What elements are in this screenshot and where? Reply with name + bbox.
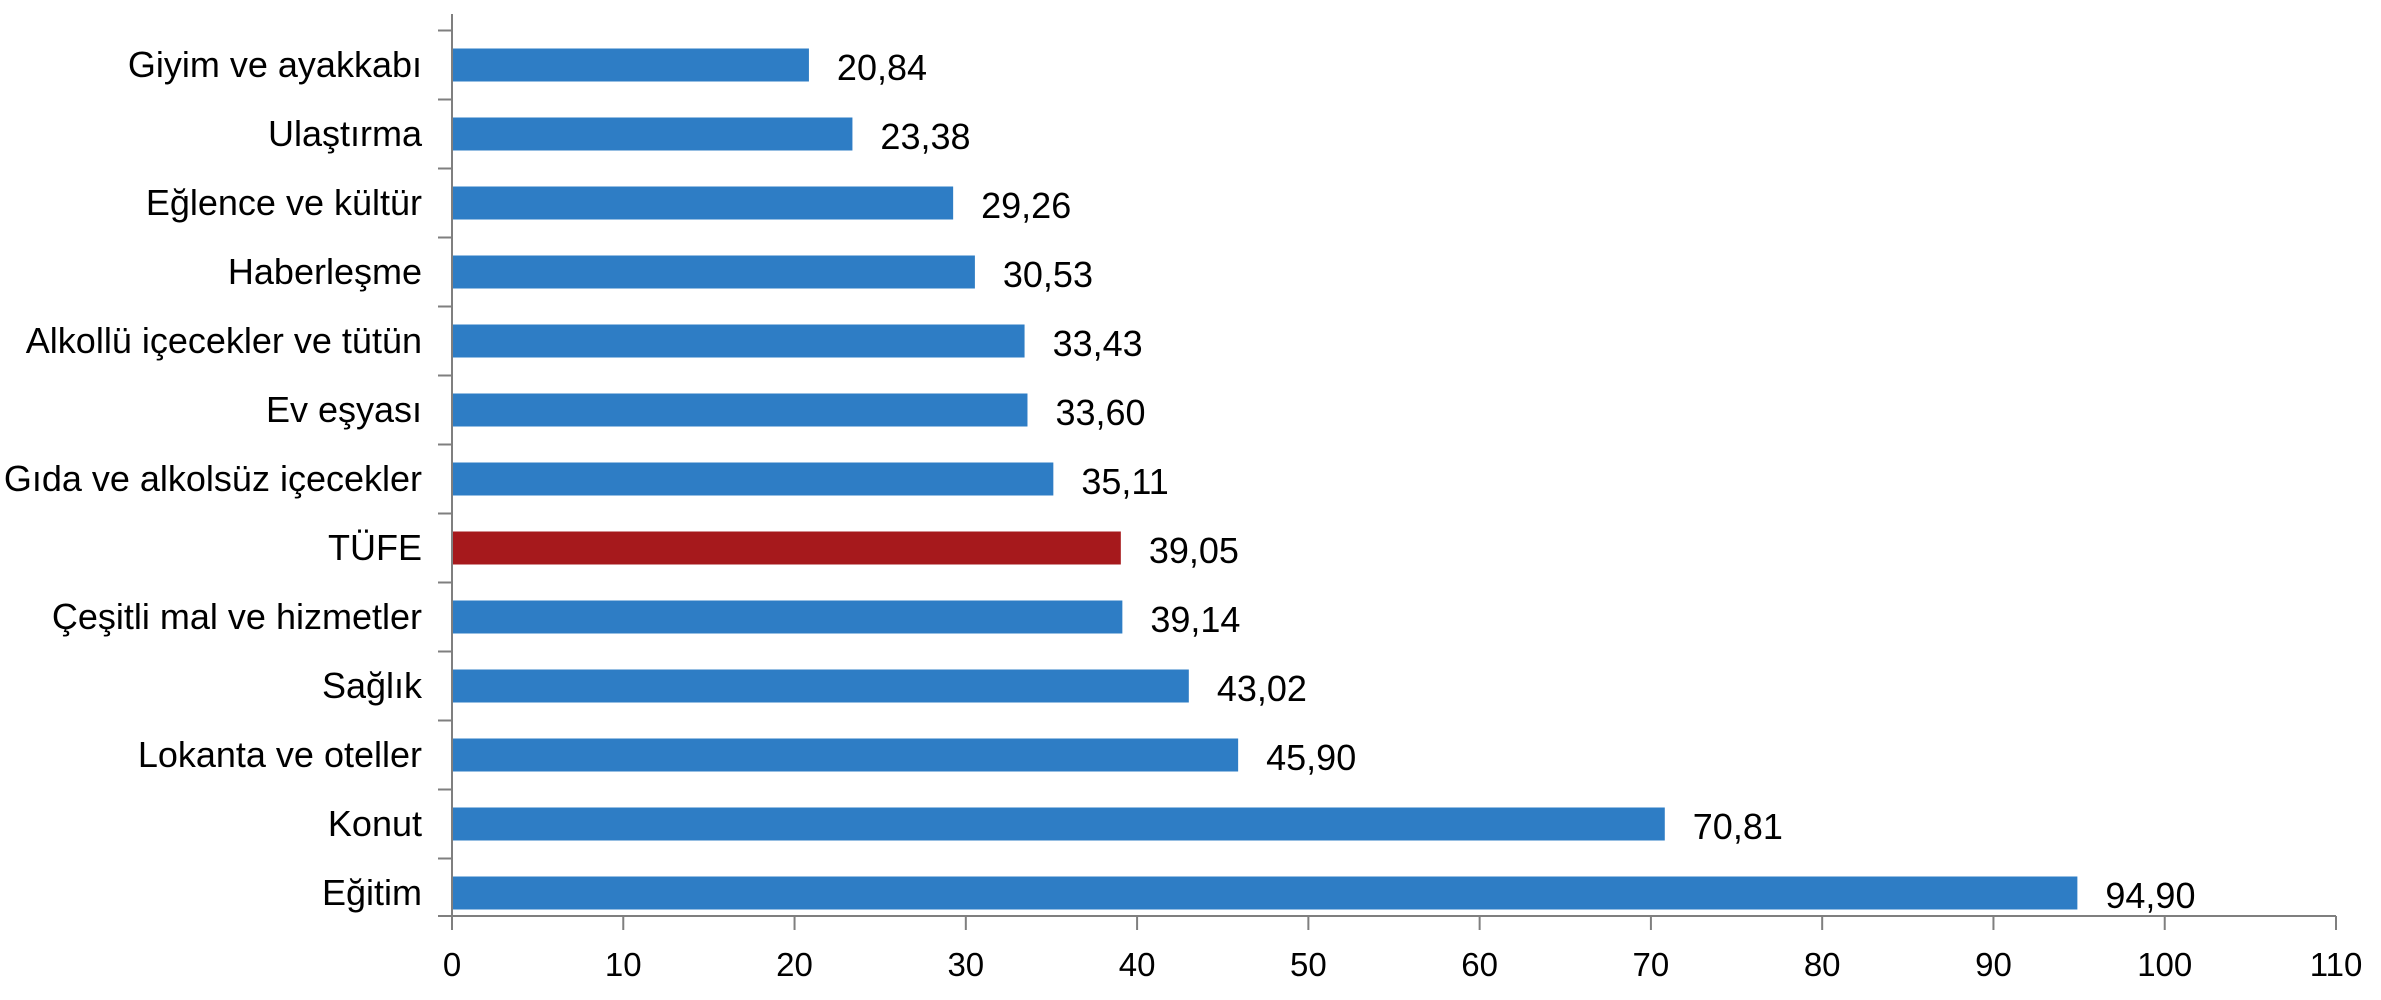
bar-0 [453,48,809,82]
x-tick-label-3: 30 [947,946,984,983]
bar-9 [453,669,1189,703]
x-tick-label-9: 90 [1975,946,2012,983]
category-label-3: Haberleşme [228,251,422,292]
value-label-4: 33,43 [1053,323,1143,364]
bars-layer [453,48,2078,910]
value-label-12: 94,90 [2105,875,2195,916]
category-label-7: TÜFE [328,527,422,568]
bar-8 [453,600,1123,634]
category-label-9: Sağlık [322,665,423,706]
bar-2 [453,186,954,220]
bar-7 [453,531,1121,565]
value-label-11: 70,81 [1693,806,1783,847]
x-tick-label-6: 60 [1461,946,1498,983]
value-label-3: 30,53 [1003,254,1093,295]
x-tick-label-8: 80 [1804,946,1841,983]
value-label-0: 20,84 [837,47,927,88]
labels-layer: Giyim ve ayakkabı 20,84 Ulaştırma 23,38 Eğle… [4,44,2363,983]
category-label-10: Lokanta ve oteller [138,734,422,775]
bar-1 [453,117,853,151]
bar-11 [453,807,1665,841]
bar-5 [453,393,1028,427]
bar-10 [453,738,1239,772]
axes-layer [438,14,2337,930]
value-label-10: 45,90 [1266,737,1356,778]
value-label-1: 23,38 [880,116,970,157]
bar-4 [453,324,1025,358]
category-label-4: Alkollü içecekler ve tütün [26,320,422,361]
value-label-6: 35,11 [1081,461,1168,502]
x-tick-label-4: 40 [1119,946,1156,983]
value-label-8: 39,14 [1150,599,1240,640]
category-label-11: Konut [328,803,422,844]
x-tick-label-10: 100 [2137,946,2192,983]
x-tick-label-0: 0 [443,946,461,983]
value-label-5: 33,60 [1055,392,1145,433]
bar-6 [453,462,1054,496]
x-tick-label-7: 70 [1633,946,1670,983]
category-label-0: Giyim ve ayakkabı [128,44,422,85]
category-label-12: Eğitim [322,872,422,913]
value-label-2: 29,26 [981,185,1071,226]
category-label-8: Çeşitli mal ve hizmetler [52,596,422,637]
bar-12 [453,876,2078,910]
x-tick-label-1: 10 [605,946,642,983]
value-label-7: 39,05 [1149,530,1239,571]
x-tick-label-2: 20 [776,946,813,983]
value-label-9: 43,02 [1217,668,1307,709]
category-label-6: Gıda ve alkolsüz içecekler [4,458,422,499]
category-label-1: Ulaştırma [268,113,423,154]
category-label-5: Ev eşyası [266,389,422,430]
x-tick-label-11: 110 [2310,946,2363,983]
category-label-2: Eğlence ve kültür [146,182,422,223]
x-tick-label-5: 50 [1290,946,1327,983]
bar-3 [453,255,975,289]
